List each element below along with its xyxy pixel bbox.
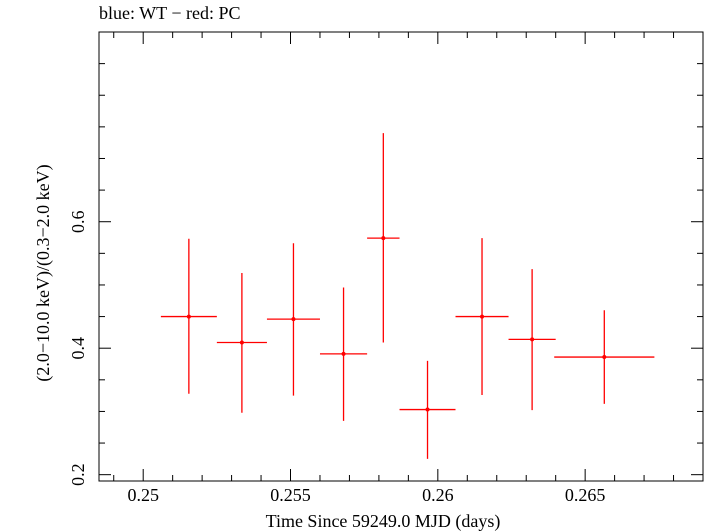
point-marker (291, 317, 296, 322)
y-tick-label: 0.6 (68, 210, 88, 233)
x-axis-label: Time Since 59249.0 MJD (days) (266, 511, 501, 532)
x-axis: 0.25 0.255 0.26 0.265 (113, 32, 704, 505)
y-tick-label: 0.4 (68, 337, 88, 360)
data-point (266, 243, 320, 396)
point-marker (381, 236, 386, 241)
data-point (367, 133, 400, 343)
x-tick-label: 0.25 (127, 485, 159, 505)
data-point (216, 272, 267, 413)
data-point (508, 269, 556, 411)
point-marker (239, 340, 244, 345)
y-axis-label: (2.0−10.0 keV)/(0.3−2.0 keV) (33, 164, 54, 381)
y-axis: 0.2 0.4 0.6 (68, 31, 703, 486)
data-point (399, 360, 456, 459)
plot-frame (98, 31, 704, 482)
data-point (160, 238, 217, 394)
point-marker (480, 314, 485, 319)
point-marker (186, 314, 191, 319)
x-tick-label: 0.255 (270, 485, 311, 505)
point-marker (425, 407, 430, 412)
x-tick-label: 0.265 (565, 485, 606, 505)
data-point (455, 238, 509, 395)
point-marker (341, 351, 346, 356)
y-tick-label: 0.2 (68, 463, 88, 486)
data-point (554, 310, 655, 404)
x-tick-label: 0.26 (422, 485, 454, 505)
point-marker (530, 337, 535, 342)
chart-title: blue: WT − red: PC (99, 3, 241, 23)
point-marker (602, 355, 607, 360)
data-point (319, 287, 368, 421)
data-series (160, 133, 655, 459)
